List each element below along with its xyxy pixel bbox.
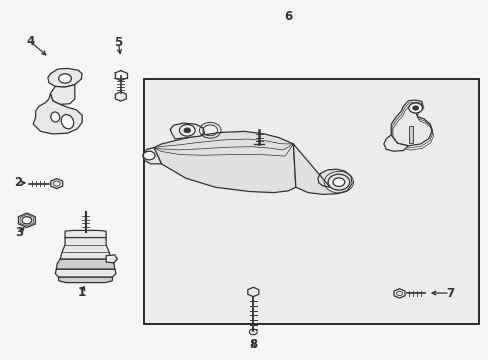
Circle shape — [183, 128, 190, 133]
Polygon shape — [293, 144, 351, 194]
Polygon shape — [115, 92, 126, 101]
Text: 7: 7 — [445, 287, 453, 300]
Text: 4: 4 — [26, 35, 34, 48]
Circle shape — [143, 151, 155, 160]
Circle shape — [408, 103, 422, 113]
Text: 5: 5 — [114, 36, 122, 49]
Bar — [144, 79, 478, 324]
Polygon shape — [55, 269, 116, 277]
Polygon shape — [56, 259, 115, 269]
Circle shape — [22, 217, 32, 224]
Polygon shape — [154, 131, 295, 193]
Circle shape — [249, 329, 257, 335]
Polygon shape — [65, 230, 106, 238]
Polygon shape — [50, 85, 75, 104]
Polygon shape — [48, 68, 82, 87]
Ellipse shape — [61, 114, 74, 129]
Text: 8: 8 — [249, 338, 257, 351]
Circle shape — [327, 174, 349, 190]
Polygon shape — [51, 179, 62, 189]
Polygon shape — [170, 123, 204, 139]
Text: 3: 3 — [16, 226, 23, 239]
Circle shape — [332, 178, 344, 186]
Polygon shape — [393, 289, 404, 298]
Text: 2: 2 — [15, 176, 22, 189]
Polygon shape — [247, 287, 258, 297]
Polygon shape — [408, 126, 412, 143]
Polygon shape — [142, 148, 161, 164]
Polygon shape — [33, 94, 82, 134]
Circle shape — [59, 74, 71, 83]
Circle shape — [412, 106, 418, 110]
Ellipse shape — [51, 112, 60, 122]
Circle shape — [179, 125, 195, 136]
Polygon shape — [390, 100, 431, 146]
Text: 1: 1 — [78, 286, 86, 299]
Polygon shape — [60, 238, 111, 259]
Polygon shape — [59, 277, 112, 283]
Polygon shape — [19, 213, 35, 228]
Polygon shape — [383, 135, 407, 151]
Text: 6: 6 — [284, 10, 292, 23]
Polygon shape — [106, 255, 117, 263]
